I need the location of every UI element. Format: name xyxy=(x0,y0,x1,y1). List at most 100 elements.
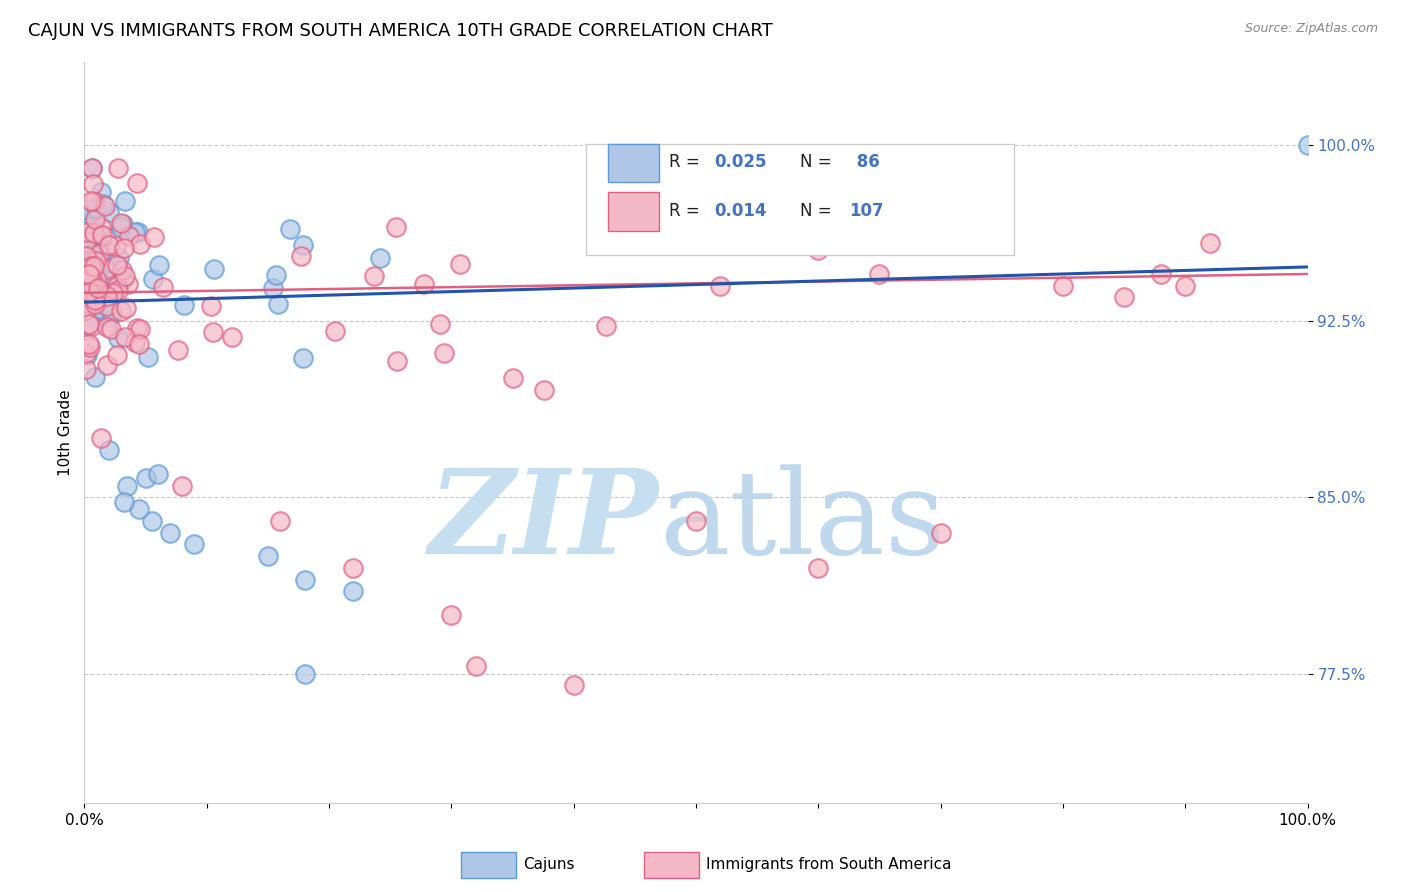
Point xyxy=(75,285,97,300)
Point xyxy=(342,561,364,575)
Point xyxy=(1198,236,1220,251)
Text: Immigrants from South America: Immigrants from South America xyxy=(706,857,952,871)
Point xyxy=(152,280,174,294)
Point xyxy=(110,216,132,230)
Point xyxy=(97,443,120,458)
Point xyxy=(112,217,135,231)
Point xyxy=(114,268,136,283)
Point xyxy=(84,297,107,311)
Point xyxy=(142,272,165,286)
Point xyxy=(807,244,830,258)
Point xyxy=(93,229,115,244)
Point xyxy=(82,280,104,294)
Point xyxy=(342,584,364,599)
Point xyxy=(869,267,891,281)
Point xyxy=(76,348,98,362)
Point xyxy=(79,264,101,278)
FancyBboxPatch shape xyxy=(586,144,1014,255)
Point xyxy=(77,220,100,235)
Text: R =: R = xyxy=(669,153,704,171)
Point xyxy=(82,161,104,176)
Point xyxy=(97,294,120,309)
Point xyxy=(82,177,104,191)
Text: ZIP: ZIP xyxy=(429,464,659,579)
Point xyxy=(86,288,108,302)
Point xyxy=(429,318,451,332)
FancyBboxPatch shape xyxy=(607,192,659,230)
Point xyxy=(84,253,107,268)
Point xyxy=(202,262,225,277)
Point xyxy=(75,301,97,315)
Point xyxy=(97,237,120,252)
Point xyxy=(262,281,284,295)
Text: CAJUN VS IMMIGRANTS FROM SOUTH AMERICA 10TH GRADE CORRELATION CHART: CAJUN VS IMMIGRANTS FROM SOUTH AMERICA 1… xyxy=(28,22,773,40)
Point xyxy=(257,549,280,563)
Text: N =: N = xyxy=(800,202,837,219)
Point xyxy=(86,281,108,295)
Point xyxy=(83,226,105,240)
Point xyxy=(114,330,136,344)
Point xyxy=(128,336,150,351)
Point xyxy=(502,371,524,385)
Point xyxy=(89,273,111,287)
Point xyxy=(84,370,107,384)
Point xyxy=(107,331,129,345)
Point xyxy=(100,322,122,336)
Point xyxy=(98,205,121,219)
Point xyxy=(294,573,316,587)
Text: Cajuns: Cajuns xyxy=(523,857,575,871)
Point xyxy=(112,271,135,285)
Point xyxy=(101,306,124,320)
Text: Source: ZipAtlas.com: Source: ZipAtlas.com xyxy=(1244,22,1378,36)
Point xyxy=(94,262,117,277)
Point xyxy=(83,307,105,321)
Point xyxy=(75,276,97,290)
Point xyxy=(363,269,385,284)
Point xyxy=(96,359,118,373)
Point xyxy=(87,291,110,305)
Point xyxy=(267,297,290,311)
Point xyxy=(173,298,195,312)
Point xyxy=(82,247,104,261)
Point xyxy=(75,225,97,239)
Point xyxy=(105,348,128,362)
Point xyxy=(80,194,103,208)
Point xyxy=(1296,137,1319,152)
Point xyxy=(166,343,188,357)
Point xyxy=(449,256,471,270)
Point xyxy=(124,225,146,239)
Point xyxy=(323,324,346,338)
Point xyxy=(96,320,118,334)
Point xyxy=(76,242,98,256)
Point xyxy=(83,226,105,240)
Point xyxy=(124,334,146,349)
Point xyxy=(141,514,163,528)
Point xyxy=(79,285,101,299)
Point xyxy=(91,227,114,242)
Point xyxy=(110,220,132,235)
Y-axis label: 10th Grade: 10th Grade xyxy=(58,389,73,476)
Point xyxy=(464,659,486,673)
Point xyxy=(83,310,105,325)
Point xyxy=(290,249,312,263)
Point xyxy=(75,268,97,282)
Point xyxy=(90,432,112,446)
Point xyxy=(108,251,131,265)
Point xyxy=(105,278,128,293)
Point xyxy=(107,161,129,176)
Point xyxy=(110,304,132,318)
Point xyxy=(87,281,110,295)
Point xyxy=(83,293,105,307)
Point xyxy=(115,301,138,316)
Point xyxy=(79,266,101,280)
Point xyxy=(84,252,107,267)
Point xyxy=(112,495,135,509)
Point xyxy=(118,229,141,244)
Point xyxy=(84,272,107,286)
Point xyxy=(292,351,315,365)
Point xyxy=(80,275,103,289)
Point xyxy=(1150,267,1173,281)
Text: atlas: atlas xyxy=(659,464,946,579)
Point xyxy=(77,337,100,351)
Point xyxy=(627,185,650,199)
